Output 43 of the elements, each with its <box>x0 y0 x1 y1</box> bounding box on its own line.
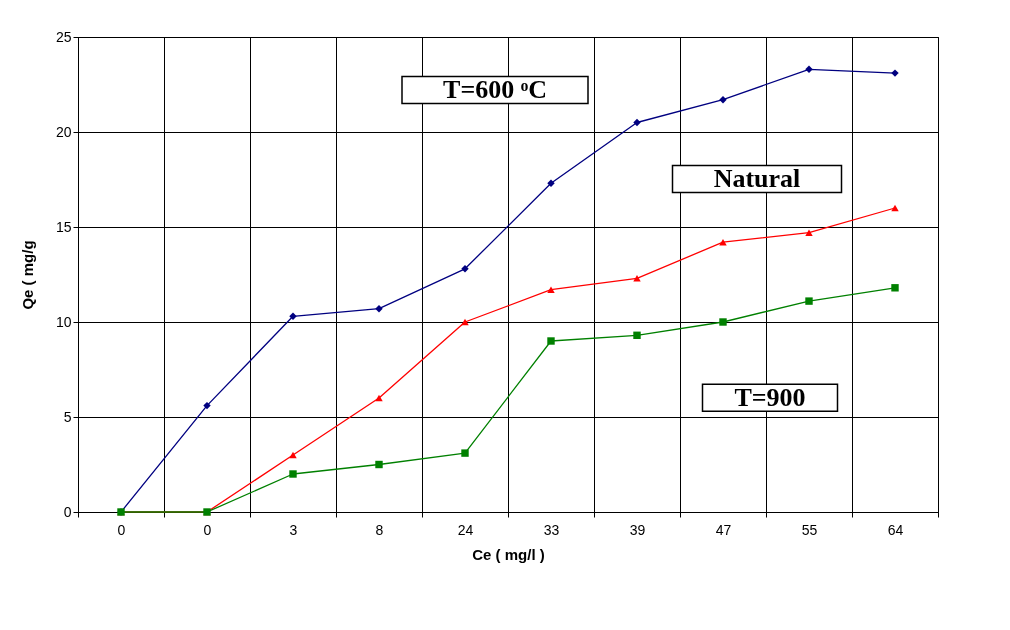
x-tick-label: 39 <box>629 521 646 538</box>
point <box>719 318 727 326</box>
point <box>805 297 813 305</box>
y-axis-title: Qe ( mg/g <box>18 240 36 310</box>
point <box>633 331 641 340</box>
point <box>633 118 641 127</box>
y-tick-label: 5 <box>63 408 72 425</box>
x-tick-label: 3 <box>289 521 298 538</box>
y-tick-label: 20 <box>55 123 72 140</box>
x-tick-label: 47 <box>715 521 732 538</box>
point <box>289 312 297 321</box>
x-tick-label: 24 <box>457 521 474 538</box>
series-label: Natural <box>713 164 801 193</box>
point <box>289 451 297 459</box>
x-tick-label: 8 <box>375 521 384 538</box>
x-tick-label: 0 <box>203 521 212 538</box>
y-tick-label: 10 <box>55 313 72 330</box>
point <box>375 460 383 469</box>
point <box>203 401 211 410</box>
x-axis-title: Ce ( mg/l ) <box>472 545 545 563</box>
point <box>547 179 555 188</box>
point <box>547 286 555 293</box>
point <box>805 65 813 74</box>
x-tick-label: 55 <box>801 521 818 538</box>
text: T=600 ᵒC <box>443 75 547 105</box>
text: T=900 <box>734 382 806 412</box>
point <box>891 284 899 292</box>
point <box>289 470 297 478</box>
point <box>633 275 641 282</box>
y-tick-label: 15 <box>55 218 72 235</box>
y-tick-label: 0 <box>63 503 72 520</box>
point <box>375 304 383 313</box>
point <box>375 394 383 402</box>
point <box>891 204 899 212</box>
point <box>805 229 813 236</box>
point <box>547 337 555 345</box>
y-tick-label: 25 <box>55 28 72 45</box>
x-tick-label: 0 <box>117 521 126 538</box>
point <box>461 318 469 326</box>
x-tick-label: 33 <box>543 521 560 538</box>
x-tick-label: 64 <box>887 521 904 538</box>
point <box>461 449 469 457</box>
point <box>719 95 727 104</box>
